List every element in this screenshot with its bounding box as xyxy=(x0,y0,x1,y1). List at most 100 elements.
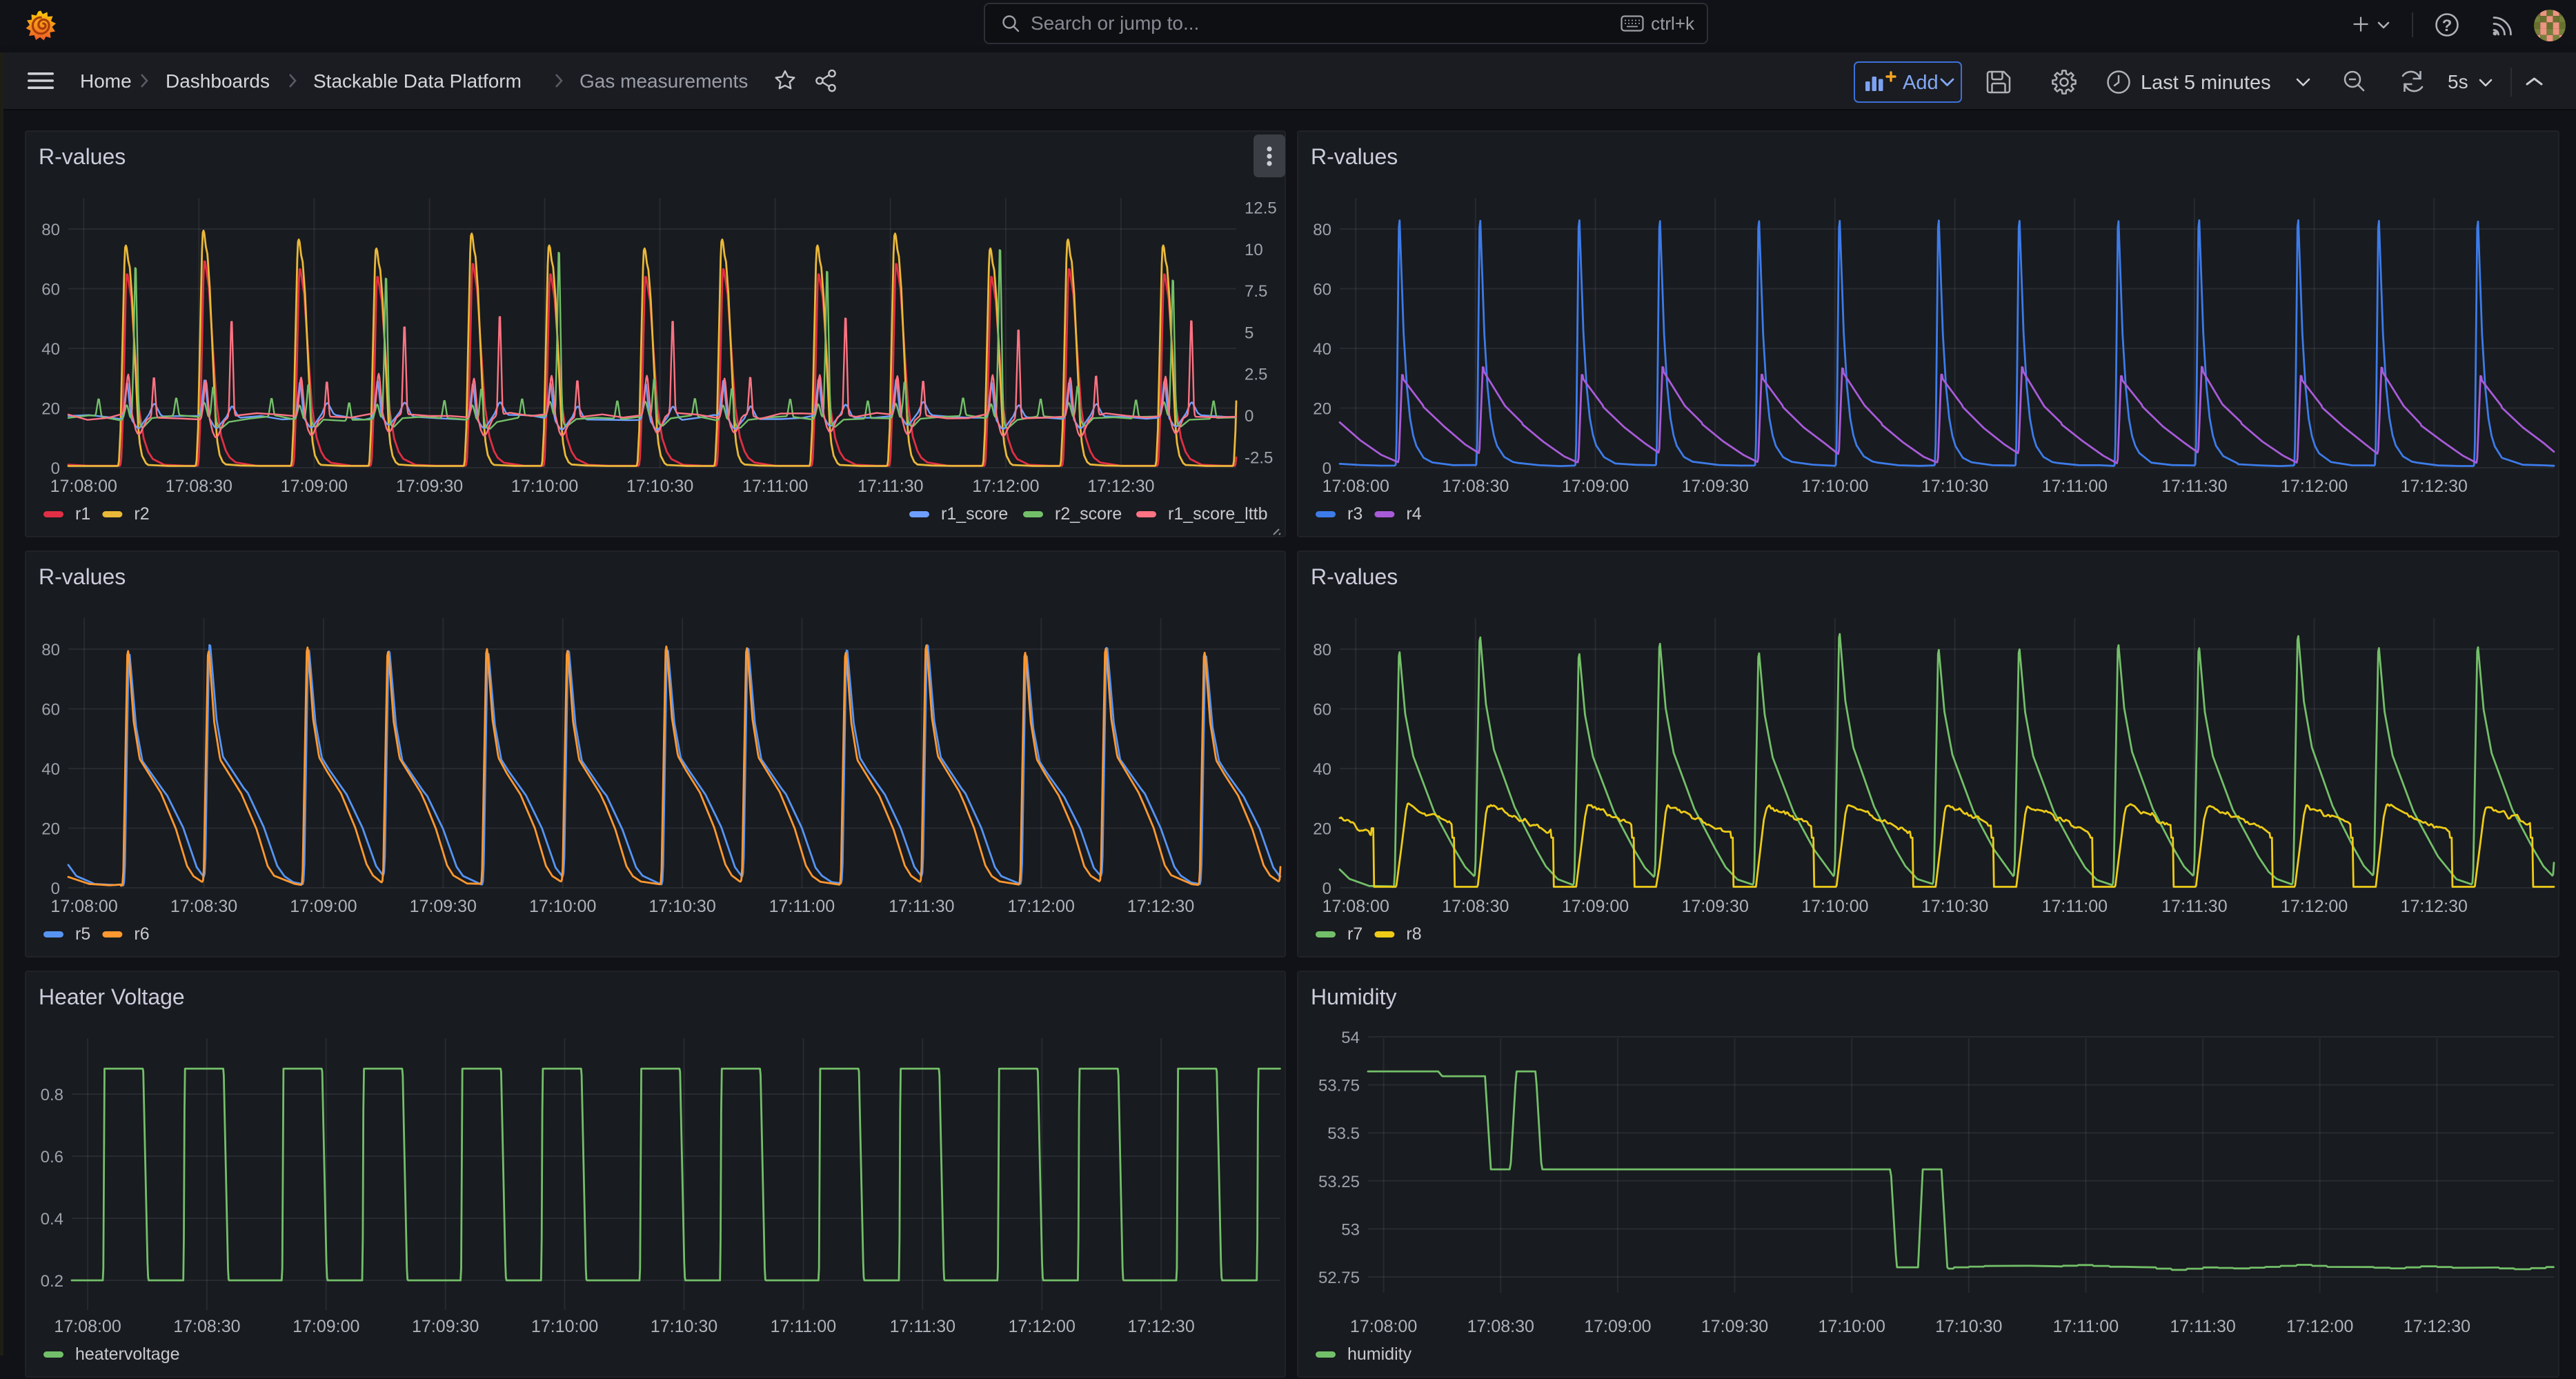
svg-text:R-values: R-values xyxy=(39,144,126,169)
svg-text:R-values: R-values xyxy=(1311,144,1398,169)
svg-text:0.2: 0.2 xyxy=(41,1272,63,1291)
svg-text:r6: r6 xyxy=(134,924,149,944)
svg-text:17:10:00: 17:10:00 xyxy=(511,477,578,496)
svg-text:40: 40 xyxy=(41,340,60,359)
svg-text:17:09:00: 17:09:00 xyxy=(281,477,348,496)
svg-text:r4: r4 xyxy=(1406,504,1421,524)
svg-text:40: 40 xyxy=(1313,760,1331,779)
svg-text:53.5: 53.5 xyxy=(1327,1124,1360,1143)
svg-text:r2_score: r2_score xyxy=(1055,504,1122,524)
svg-text:17:09:00: 17:09:00 xyxy=(1584,1317,1651,1336)
svg-text:17:12:30: 17:12:30 xyxy=(2404,1317,2470,1336)
svg-text:17:12:30: 17:12:30 xyxy=(1127,897,1194,916)
svg-text:0.4: 0.4 xyxy=(41,1210,63,1229)
svg-text:17:10:30: 17:10:30 xyxy=(651,1317,717,1336)
svg-text:17:12:00: 17:12:00 xyxy=(972,477,1039,496)
svg-text:17:08:30: 17:08:30 xyxy=(173,1317,240,1336)
svg-text:17:12:00: 17:12:00 xyxy=(2286,1317,2353,1336)
svg-text:r3: r3 xyxy=(1347,504,1363,524)
svg-text:17:10:00: 17:10:00 xyxy=(1819,1317,1885,1336)
svg-text:17:09:30: 17:09:30 xyxy=(1682,897,1749,916)
svg-text:17:11:00: 17:11:00 xyxy=(742,477,808,496)
svg-text:17:11:00: 17:11:00 xyxy=(2042,897,2108,916)
svg-text:17:11:00: 17:11:00 xyxy=(771,1317,836,1336)
svg-text:Dashboards: Dashboards xyxy=(166,70,270,92)
svg-text:17:08:30: 17:08:30 xyxy=(1467,1317,1534,1336)
svg-text:17:08:00: 17:08:00 xyxy=(50,477,117,496)
svg-text:-2.5: -2.5 xyxy=(1245,448,1273,467)
svg-text:60: 60 xyxy=(41,281,60,299)
svg-text:r5: r5 xyxy=(75,924,90,944)
svg-text:17:12:00: 17:12:00 xyxy=(1009,1317,1076,1336)
svg-text:60: 60 xyxy=(1313,701,1331,720)
svg-text:20: 20 xyxy=(1313,820,1331,839)
svg-text:17:11:30: 17:11:30 xyxy=(889,897,954,916)
svg-text:20: 20 xyxy=(1313,400,1331,419)
svg-text:17:09:30: 17:09:30 xyxy=(1701,1317,1768,1336)
svg-text:R-values: R-values xyxy=(1311,564,1398,589)
svg-text:Stackable Data Platform: Stackable Data Platform xyxy=(313,70,522,92)
svg-text:17:10:30: 17:10:30 xyxy=(1921,477,1988,496)
svg-text:17:08:00: 17:08:00 xyxy=(50,897,117,916)
svg-text:17:09:30: 17:09:30 xyxy=(396,477,463,496)
svg-text:Home: Home xyxy=(80,70,132,92)
svg-text:17:10:30: 17:10:30 xyxy=(1935,1317,2002,1336)
svg-text:17:08:00: 17:08:00 xyxy=(1322,897,1389,916)
svg-text:0: 0 xyxy=(51,880,60,898)
svg-text:17:09:30: 17:09:30 xyxy=(410,897,477,916)
svg-text:54: 54 xyxy=(1341,1029,1360,1047)
svg-text:Humidity: Humidity xyxy=(1311,984,1396,1009)
svg-text:80: 80 xyxy=(1313,641,1331,659)
svg-text:heatervoltage: heatervoltage xyxy=(75,1345,180,1364)
svg-text:17:11:00: 17:11:00 xyxy=(769,897,835,916)
svg-text:r1: r1 xyxy=(75,504,90,524)
svg-text:17:10:00: 17:10:00 xyxy=(531,1317,598,1336)
svg-text:Add: Add xyxy=(1903,72,1939,94)
svg-text:17:08:00: 17:08:00 xyxy=(1350,1317,1417,1336)
svg-text:80: 80 xyxy=(41,641,60,659)
svg-text:17:08:30: 17:08:30 xyxy=(166,477,232,496)
svg-text:0: 0 xyxy=(1322,459,1331,478)
svg-text:17:12:30: 17:12:30 xyxy=(1087,477,1154,496)
svg-text:R-values: R-values xyxy=(39,564,126,589)
svg-text:53.25: 53.25 xyxy=(1318,1173,1360,1191)
svg-text:17:12:30: 17:12:30 xyxy=(2401,897,2468,916)
svg-text:17:09:00: 17:09:00 xyxy=(1562,897,1629,916)
svg-text:17:11:30: 17:11:30 xyxy=(890,1317,955,1336)
svg-text:17:10:30: 17:10:30 xyxy=(648,897,715,916)
svg-text:60: 60 xyxy=(41,701,60,720)
svg-text:r7: r7 xyxy=(1347,924,1363,944)
svg-text:17:11:30: 17:11:30 xyxy=(858,477,923,496)
svg-text:2.5: 2.5 xyxy=(1245,366,1267,384)
svg-text:5s: 5s xyxy=(2448,71,2468,92)
svg-text:17:08:30: 17:08:30 xyxy=(170,897,237,916)
svg-text:53.75: 53.75 xyxy=(1318,1077,1360,1095)
svg-text:7.5: 7.5 xyxy=(1245,282,1267,301)
svg-text:17:11:00: 17:11:00 xyxy=(2042,477,2108,496)
svg-text:20: 20 xyxy=(41,820,60,839)
svg-text:Gas measurements: Gas measurements xyxy=(579,70,748,92)
svg-text:17:08:30: 17:08:30 xyxy=(1442,897,1509,916)
svg-text:40: 40 xyxy=(41,760,60,779)
svg-text:53: 53 xyxy=(1341,1220,1360,1239)
svg-text:17:10:30: 17:10:30 xyxy=(626,477,693,496)
svg-text:17:09:00: 17:09:00 xyxy=(1562,477,1629,496)
svg-text:0.8: 0.8 xyxy=(41,1086,63,1104)
svg-text:17:12:30: 17:12:30 xyxy=(1127,1317,1194,1336)
svg-text:17:09:00: 17:09:00 xyxy=(293,1317,359,1336)
svg-text:17:12:30: 17:12:30 xyxy=(2401,477,2468,496)
svg-text:10: 10 xyxy=(1245,241,1263,259)
svg-text:r1_score_lttb: r1_score_lttb xyxy=(1168,504,1268,524)
svg-text:17:10:00: 17:10:00 xyxy=(1801,897,1868,916)
svg-text:Heater Voltage: Heater Voltage xyxy=(39,984,185,1009)
svg-text:17:09:00: 17:09:00 xyxy=(290,897,357,916)
svg-text:52.75: 52.75 xyxy=(1318,1269,1360,1287)
svg-text:20: 20 xyxy=(41,400,60,419)
svg-text:17:11:30: 17:11:30 xyxy=(2161,897,2227,916)
svg-text:40: 40 xyxy=(1313,340,1331,359)
svg-text:17:10:30: 17:10:30 xyxy=(1921,897,1988,916)
svg-text:17:11:00: 17:11:00 xyxy=(2053,1317,2119,1336)
svg-text:80: 80 xyxy=(41,221,60,239)
svg-text:17:12:00: 17:12:00 xyxy=(2281,477,2348,496)
svg-text:0: 0 xyxy=(1245,407,1254,426)
